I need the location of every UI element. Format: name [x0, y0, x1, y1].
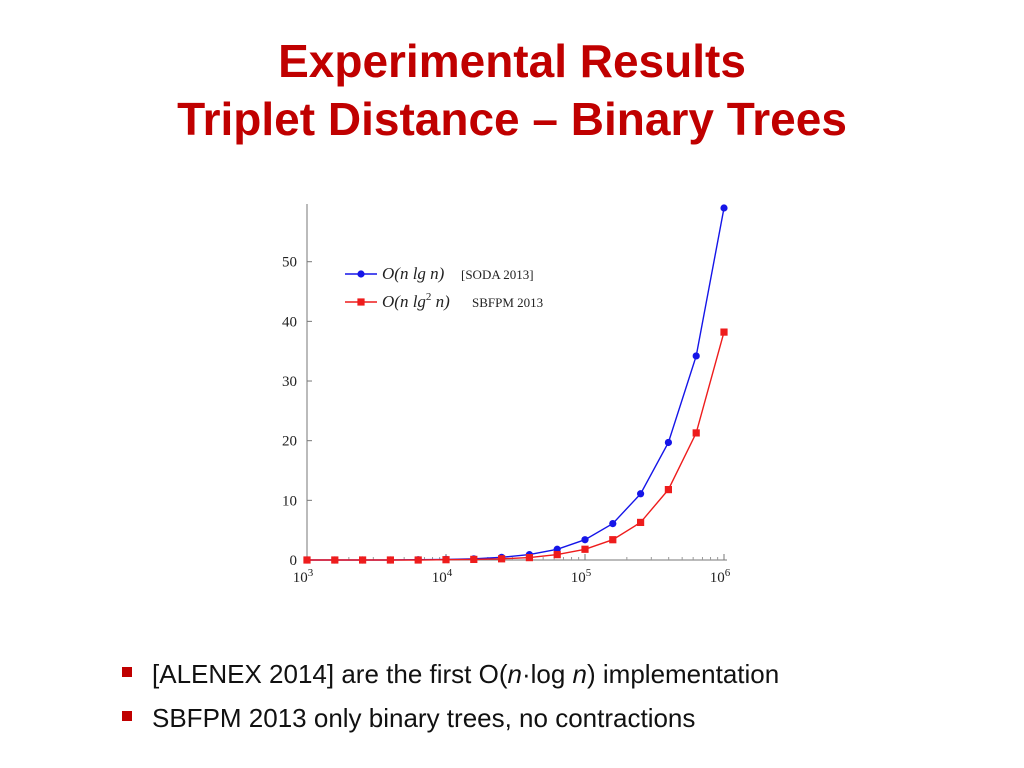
data-point [581, 545, 589, 553]
bullet-item: [ALENEX 2014] are the first O(n·log n) i… [118, 652, 779, 696]
data-point [692, 352, 700, 360]
series-line-red [307, 331, 725, 561]
data-point [637, 490, 645, 498]
legend-label: O(n lg2 n) [382, 291, 450, 311]
legend-marker [357, 298, 365, 306]
legend-marker [357, 270, 365, 278]
y-tick-label: 10 [282, 493, 297, 509]
data-point [664, 438, 672, 447]
x-tick-label: 103 [293, 567, 314, 586]
x-tick-label: 106 [710, 567, 731, 586]
data-point [386, 556, 394, 564]
data-point [470, 555, 478, 564]
bullet-list: [ALENEX 2014] are the first O(n·log n) i… [118, 652, 779, 740]
data-point [442, 556, 450, 564]
x-tick-label: 105 [571, 567, 592, 586]
legend-label: O(n lg n) [382, 264, 445, 283]
bullet-text: SBFPM 2013 only binary trees, no contrac… [152, 703, 696, 733]
y-tick-label: 0 [290, 553, 298, 569]
data-point [664, 486, 672, 494]
data-point [359, 556, 367, 564]
data-point [720, 204, 728, 212]
data-point [692, 429, 700, 437]
bullet-item: SBFPM 2013 only binary trees, no contrac… [118, 696, 779, 740]
data-point [553, 551, 561, 559]
title-line-1: Experimental Results [278, 35, 746, 87]
data-point [498, 555, 506, 563]
legend-reference: [SODA 2013] [461, 267, 534, 282]
y-tick-label: 20 [282, 434, 297, 450]
data-point [720, 328, 728, 336]
legend-reference: SBFPM 2013 [472, 295, 543, 310]
y-tick-label: 50 [282, 255, 297, 271]
square-bullet-icon [122, 667, 132, 677]
y-tick-label: 30 [282, 374, 297, 390]
series-line-blue [307, 207, 725, 561]
data-point [303, 556, 311, 564]
data-point [331, 556, 339, 564]
data-point [525, 554, 534, 562]
y-tick-label: 40 [282, 314, 297, 330]
data-point [581, 536, 589, 544]
square-bullet-icon [122, 711, 132, 721]
data-point [637, 518, 645, 527]
slide-title: Experimental Results Triplet Distance – … [0, 32, 1024, 148]
x-tick-label: 104 [432, 567, 453, 586]
data-point [414, 556, 422, 564]
title-line-2: Triplet Distance – Binary Trees [177, 93, 847, 145]
data-point [609, 520, 617, 528]
bullet-text: [ALENEX 2014] are the first O(n·log n) i… [152, 659, 780, 689]
data-point [609, 536, 617, 544]
